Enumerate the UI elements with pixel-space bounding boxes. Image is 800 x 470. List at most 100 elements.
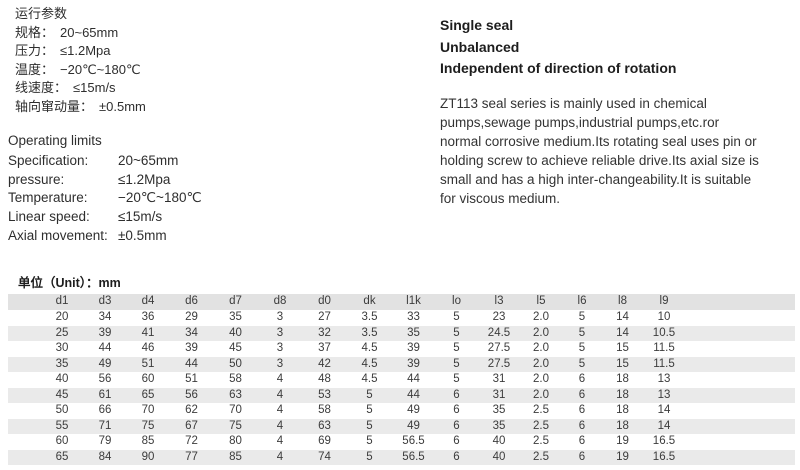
param-value: −20℃~180℃: [118, 190, 202, 206]
param-value: 20~65mm: [118, 152, 179, 168]
product-description: ZT113 seal series is mainly used in chem…: [440, 96, 759, 206]
table-cell: 36: [141, 311, 155, 323]
param-value: −20℃~180℃: [60, 61, 141, 77]
table-cell: 72: [185, 435, 198, 447]
en-limit-row: Temperature: −20℃~180℃: [8, 189, 202, 208]
column-header-cell: lo: [452, 295, 461, 308]
table-cell: 11.5: [653, 357, 675, 370]
table-header-row: d1 d3 d4 d6 d7 d8 d0 dk l1k lo l3 l5 l6 l8 l9: [8, 294, 795, 310]
table-row: 40 56 60 51 58 4 48 4.5 44 5 31 2.0 6 18 13: [8, 372, 795, 388]
param-value: ≤15m/s: [73, 80, 116, 96]
table-cell: 27.5: [487, 357, 511, 370]
table-cell: 90: [141, 450, 155, 463]
table-cell: 63: [318, 419, 331, 432]
table-cell: 2.0: [533, 388, 549, 401]
table-cell: 10.5: [652, 326, 676, 339]
table-cell: 49: [407, 419, 420, 432]
row-spacer-cell: [8, 434, 40, 450]
table-cell: 67: [185, 419, 198, 432]
row-filler-cell: [685, 341, 795, 357]
header-filler-cell: [685, 294, 795, 310]
table-cell: 51: [141, 357, 155, 370]
table-cell: 5: [578, 326, 586, 339]
feature-line: Unbalanced: [440, 38, 520, 55]
table-cell: 10: [657, 311, 671, 323]
table-cell: 6: [453, 435, 460, 447]
param-label: 规格：: [15, 24, 55, 40]
table-cell: 24.5: [487, 326, 511, 339]
table-cell: 31: [492, 373, 506, 385]
table-cell: 33: [407, 311, 420, 323]
table-cell: 2.0: [533, 357, 549, 370]
table-cell: 31: [492, 388, 506, 401]
cn-param-row: 轴向窜动量： ±0.5mm: [15, 98, 146, 117]
param-label: 温度：: [15, 61, 55, 77]
table-cell: 65: [141, 388, 155, 401]
table-cell: 4.5: [361, 357, 378, 370]
table-cell: 6: [578, 373, 586, 385]
param-label: 轴向窜动量：: [15, 98, 94, 114]
table-cell: 5: [453, 373, 460, 385]
table-cell: 14: [616, 326, 629, 339]
table-cell: 4: [276, 404, 284, 416]
table-cell: 80: [229, 435, 242, 447]
table-cell: 6: [578, 450, 586, 463]
en-limits-title: Operating limits: [8, 133, 102, 148]
table-cell: 60: [55, 435, 69, 447]
table-cell: 4: [276, 373, 284, 385]
table-cell: 16.5: [652, 435, 676, 447]
cn-param-row: 线速度： ≤15m/s: [15, 79, 146, 98]
table-cell: 2.5: [533, 435, 549, 447]
table-cell: 2.0: [533, 373, 549, 385]
row-spacer-cell: [8, 372, 40, 388]
table-row: 65 84 90 77 85 4 74 5 56.5 6 40 2.5 6 19 16.5: [8, 449, 795, 466]
table-cell: 66: [98, 404, 112, 416]
table-cell: 56.5: [402, 435, 425, 447]
table-cell: 39: [407, 342, 420, 354]
table-row: 25 39 41 34 40 3 32 3.5 35 5 24.5 2.0 5 14 10.5: [8, 325, 795, 341]
table-cell: 4: [276, 450, 284, 463]
table-cell: 5: [453, 311, 460, 323]
table-cell: 51: [185, 373, 198, 385]
table-cell: 5: [453, 326, 460, 339]
table-cell: 44: [407, 388, 420, 401]
column-header-cell: d1: [55, 295, 69, 308]
table-cell: 40: [55, 373, 69, 385]
table-cell: 5: [366, 404, 373, 416]
row-spacer-cell: [8, 450, 40, 466]
row-filler-cell: [685, 434, 795, 450]
cn-operating-params: 运行参数 规格： 20~65mm 压力： ≤1.2Mpa 温度： −20℃~180℃ 线速度…: [15, 5, 146, 117]
table-cell: 6: [578, 419, 586, 432]
table-cell: 15: [616, 342, 629, 354]
table-cell: 14: [657, 419, 671, 432]
column-header-cell: l5: [536, 295, 546, 308]
table-cell: 53: [318, 388, 331, 401]
table-cell: 18: [616, 388, 629, 401]
table-cell: 39: [407, 357, 420, 370]
column-header-cell: l1k: [406, 295, 421, 308]
en-limits-list: Specification: 20~65mm pressure: ≤1.2Mpa Tem…: [8, 152, 202, 246]
dimension-table: d1 d3 d4 d6 d7 d8 d0 dk l1k lo l3 l5 l6 l8 l9 20 34 36 29…: [8, 294, 795, 465]
column-header-cell: d4: [141, 295, 155, 308]
row-filler-cell: [685, 403, 795, 419]
table-cell: 85: [229, 450, 242, 463]
row-spacer-cell: [8, 310, 40, 326]
table-cell: 16.5: [652, 450, 676, 463]
table-cell: 45: [229, 342, 242, 354]
table-cell: 40: [492, 435, 506, 447]
table-cell: 35: [55, 357, 69, 370]
table-cell: 14: [657, 404, 671, 416]
table-cell: 55: [55, 419, 69, 432]
table-cell: 14: [616, 311, 629, 323]
column-header-cell: l6: [577, 295, 587, 308]
table-cell: 39: [185, 342, 198, 354]
en-limit-row: pressure: ≤1.2Mpa: [8, 171, 202, 190]
table-cell: 29: [185, 311, 198, 323]
column-header-cell: d0: [318, 295, 331, 308]
table-cell: 2.5: [533, 419, 549, 432]
table-cell: 35: [229, 311, 242, 323]
table-cell: 79: [98, 435, 112, 447]
feature-list: Single seal Unbalanced Independent of dire…: [440, 15, 676, 80]
table-cell: 40: [492, 450, 506, 463]
table-cell: 41: [141, 326, 155, 339]
